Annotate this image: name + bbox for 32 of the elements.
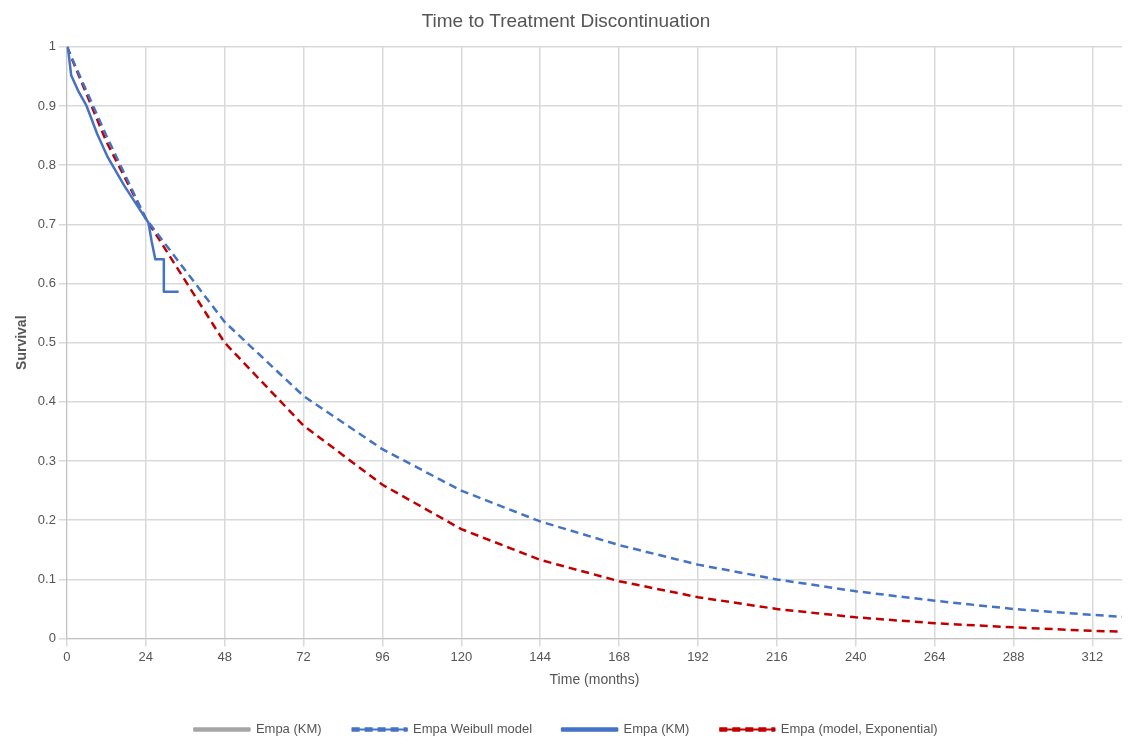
y-tick-label: 0.6 xyxy=(37,275,56,291)
x-tick-label: 48 xyxy=(217,648,232,664)
x-tick-label: 168 xyxy=(608,648,630,664)
x-tick-label: 96 xyxy=(375,648,390,664)
y-tick-label: 0.7 xyxy=(37,215,56,231)
legend-label: Empa (KM) xyxy=(623,721,690,737)
legend-label: Empa (KM) xyxy=(255,721,322,737)
x-tick-label: 72 xyxy=(296,648,311,664)
y-tick-label: 0.3 xyxy=(37,452,56,468)
x-tick-label: 0 xyxy=(63,648,71,664)
x-tick-label: 120 xyxy=(450,648,473,664)
x-tick-label: 216 xyxy=(766,648,788,664)
x-tick-label: 264 xyxy=(923,648,946,664)
x-tick-label: 144 xyxy=(529,648,552,664)
y-tick-label: 0.5 xyxy=(37,334,56,350)
chart-title: Time to Treatment Discontinuation xyxy=(421,9,711,31)
x-tick-label: 288 xyxy=(1002,648,1025,664)
x-tick-label: 24 xyxy=(138,648,153,664)
legend-label: Empa Weibull model xyxy=(413,721,533,737)
y-axis-title: Survival xyxy=(13,315,30,370)
y-tick-label: 1 xyxy=(48,38,56,54)
y-tick-label: 0.2 xyxy=(37,511,56,527)
legend-label: Empa (model, Exponential) xyxy=(780,721,938,737)
x-tick-label: 312 xyxy=(1081,648,1104,664)
x-tick-label: 192 xyxy=(687,648,709,664)
x-tick-label: 240 xyxy=(844,648,867,664)
y-tick-label: 0.4 xyxy=(37,393,56,409)
y-tick-label: 0.9 xyxy=(37,97,56,113)
y-tick-label: 0 xyxy=(48,630,56,646)
y-tick-label: 0.8 xyxy=(37,156,56,172)
y-tick-label: 0.1 xyxy=(37,571,56,586)
x-axis-title: Time (months) xyxy=(549,671,640,688)
